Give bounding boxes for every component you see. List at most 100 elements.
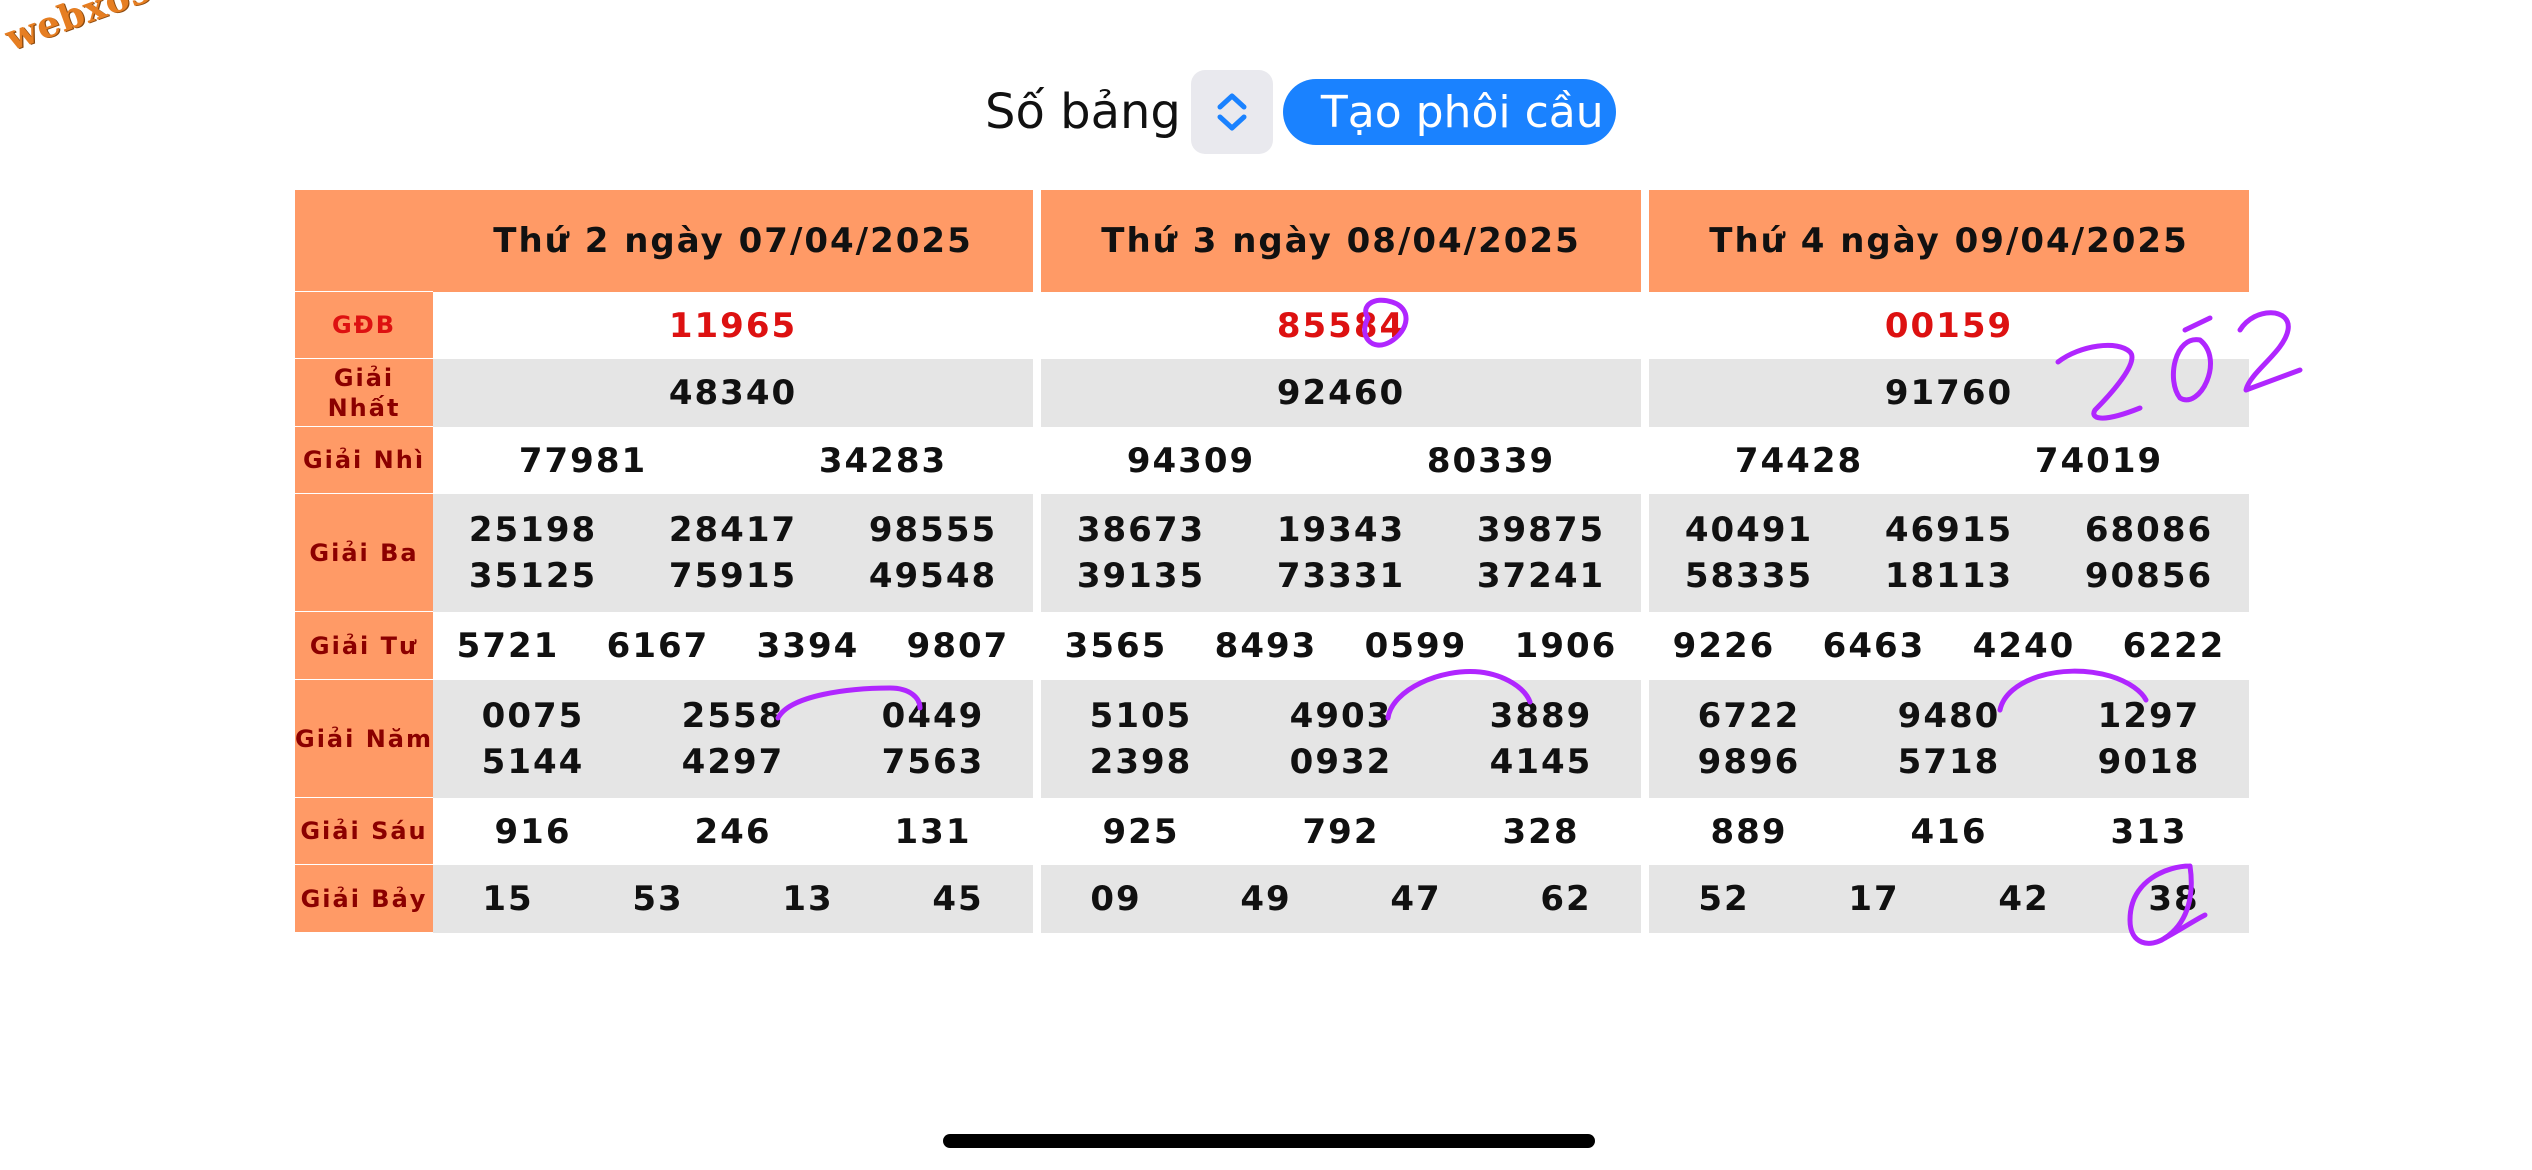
tu-row: Giải Tư 5721 6167 3394 9807 3565 8493 0599 190… [295,612,2249,680]
bay-value: 52 [1698,879,1750,919]
nam-value: 5144 [481,742,585,782]
ba-value: 49548 [868,556,998,596]
day-header: Thứ 4 ngày 09/04/2025 [1649,190,2249,292]
tu-value: 8493 [1214,626,1318,666]
day-header: Thứ 2 ngày 07/04/2025 [433,190,1033,292]
nam-value: 9018 [2097,742,2201,782]
nam-value: 9896 [1697,742,1801,782]
sau-row: Giải Sáu 916 246 131 925 792 328 889 416 313 [295,798,2249,865]
ba-value: 73331 [1276,556,1406,596]
ba-value: 75915 [668,556,798,596]
ba-value: 39875 [1476,510,1606,550]
ba-value: 68086 [2084,510,2214,550]
ink-arc-nam-wed [1997,668,2149,713]
tu-value: 3565 [1064,626,1168,666]
ba-value: 35125 [468,556,598,596]
ba-row: Giải Ba 25198 28417 98555 35125 75915 49548 … [295,494,2249,612]
tu-value: 6222 [2122,626,2226,666]
ink-circle-gdb [1362,297,1409,348]
bay-row: Giải Bảy 15 53 13 45 09 49 47 62 52 17 42 38 [295,865,2249,933]
tu-value: 4240 [1972,626,2076,666]
nam-value: 6722 [1697,696,1801,736]
bay-value: 09 [1090,879,1142,919]
nhat-value: 92460 [1041,359,1641,427]
sau-value: 313 [2110,811,2188,852]
nam-value: 3889 [1489,696,1593,736]
ink-circle-bay [2127,863,2194,946]
nam-value: 0449 [881,696,985,736]
nam-value: 5718 [1897,742,2001,782]
ba-value: 38673 [1076,510,1206,550]
ba-value: 98555 [868,510,998,550]
sau-value: 792 [1302,811,1380,852]
tu-value: 6167 [606,626,710,666]
nam-value: 0932 [1289,742,1393,782]
nam-value: 5105 [1089,696,1193,736]
bay-value: 15 [482,879,534,919]
nhat-label: Giải Nhất [295,359,433,427]
bay-value: 47 [1390,879,1442,919]
tu-value: 1906 [1514,626,1618,666]
day-header: Thứ 3 ngày 08/04/2025 [1041,190,1641,292]
ink-circle-bay-tail [2162,912,2208,941]
nhi-value: 80339 [1426,440,1556,481]
ba-value: 40491 [1684,510,1814,550]
nam-value: 9480 [1897,696,2001,736]
gdb-row: GĐB 11965 85584 00159 [295,292,2249,359]
so-bang-stepper[interactable] [1190,70,1273,154]
results-table: Thứ 2 ngày 07/04/2025 Thứ 3 ngày 08/04/2… [295,190,2249,933]
nam-value: 2398 [1089,742,1193,782]
nam-value: 0075 [481,696,585,736]
nhi-value: 94309 [1126,440,1256,481]
tu-value: 3394 [756,626,860,666]
nam-value: 4297 [681,742,785,782]
gdb-value: 11965 [433,292,1033,359]
create-button[interactable]: Tạo phôi cầu [1282,79,1616,145]
nam-row: Giải Năm 0075 2558 0449 5144 4297 7563 5105 4… [295,680,2249,798]
nam-value: 4903 [1289,696,1393,736]
ba-label: Giải Ba [295,494,433,612]
ink-arc-nam-mon [775,685,923,721]
nam-value: 1297 [2097,696,2201,736]
sau-value: 916 [494,811,572,852]
bay-value: 49 [1240,879,1292,919]
bay-value: 62 [1540,879,1592,919]
ink-arc-nam-tue [1385,669,1533,721]
nam-label: Giải Năm [295,680,433,798]
ba-value: 58335 [1684,556,1814,596]
sau-value: 889 [1710,811,1788,852]
ba-value: 18113 [1884,556,2014,596]
nhi-row: Giải Nhì 77981 34283 94309 80339 74428 7401… [295,427,2249,494]
tu-value: 9807 [906,626,1010,666]
bay-label: Giải Bảy [295,865,433,933]
gdb-value: 00159 [1649,292,2249,359]
bay-value: 13 [782,879,834,919]
nhi-value: 77981 [518,440,648,481]
ba-value: 46915 [1884,510,2014,550]
nhat-value: 48340 [433,359,1033,427]
ba-value: 37241 [1476,556,1606,596]
tu-value: 5721 [456,626,560,666]
chevron-up-down-icon [1217,93,1247,131]
nam-value: 7563 [881,742,985,782]
nam-value: 2558 [681,696,785,736]
tu-value: 0599 [1364,626,1468,666]
home-indicator [943,1134,1595,1148]
ba-value: 39135 [1076,556,1206,596]
ba-value: 19343 [1276,510,1406,550]
header-corner [295,190,433,292]
sau-value: 328 [1502,811,1580,852]
nam-value: 4145 [1489,742,1593,782]
toolbar: Số bảng Tạo phôi cầu [985,70,1616,154]
nhi-value: 74428 [1734,440,1864,481]
sau-value: 246 [694,811,772,852]
header-row: Thứ 2 ngày 07/04/2025 Thứ 3 ngày 08/04/2… [295,190,2249,292]
nhi-label: Giải Nhì [295,427,433,494]
so-bang-label: Số bảng [985,84,1181,140]
ink-handwritten-202 [2055,310,2303,421]
gdb-value: 85584 [1041,292,1641,359]
nhi-value: 34283 [818,440,948,481]
ba-value: 25198 [468,510,598,550]
sau-label: Giải Sáu [295,798,433,865]
